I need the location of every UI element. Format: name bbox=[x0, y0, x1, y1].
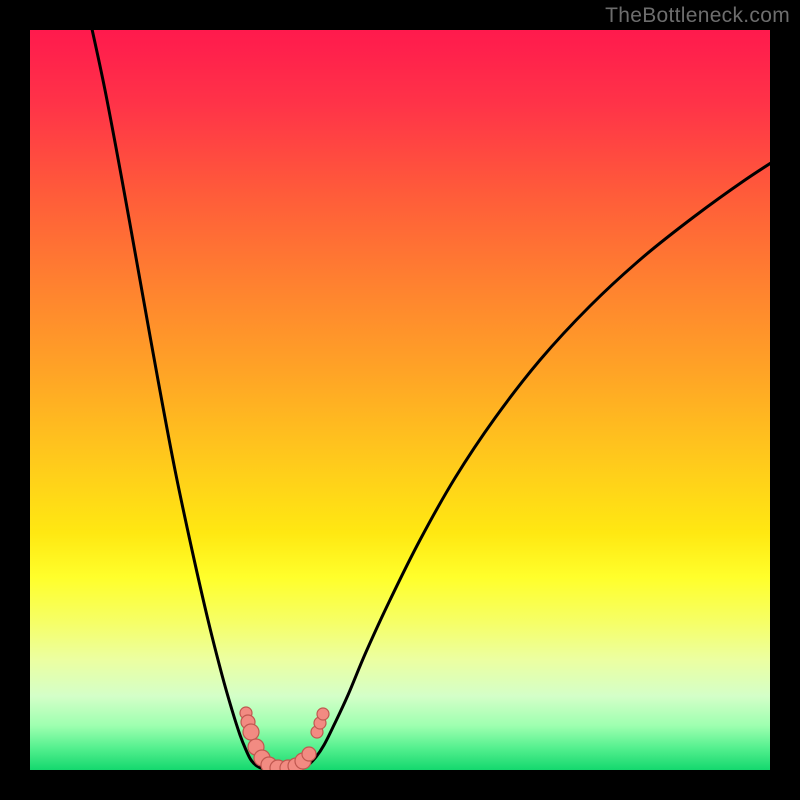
curve-marker bbox=[302, 747, 316, 761]
plot-area bbox=[30, 30, 770, 770]
watermark-text: TheBottleneck.com bbox=[605, 4, 790, 28]
bottleneck-curve-chart bbox=[30, 30, 770, 770]
curve-marker bbox=[317, 708, 329, 720]
gradient-background bbox=[30, 30, 770, 770]
curve-marker bbox=[243, 724, 259, 740]
chart-frame: TheBottleneck.com bbox=[0, 0, 800, 800]
